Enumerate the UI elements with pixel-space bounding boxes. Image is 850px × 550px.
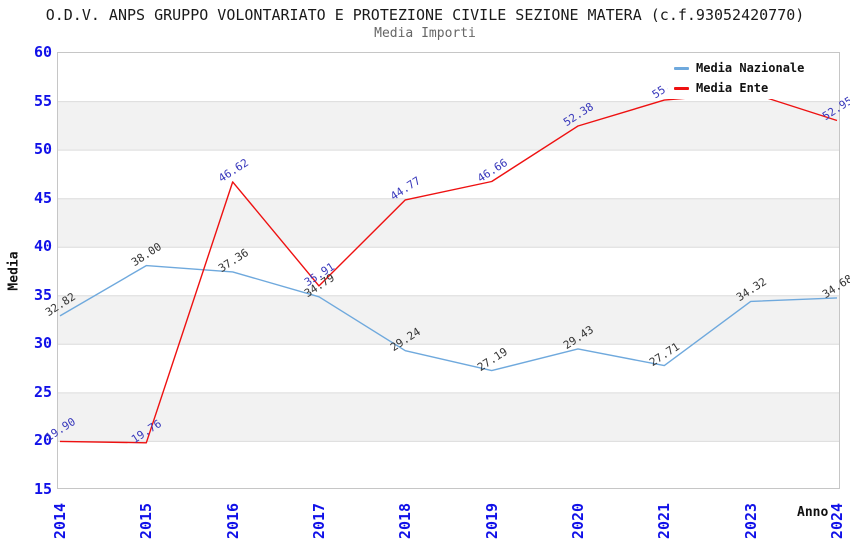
y-tick-label: 20: [33, 431, 52, 449]
y-tick-label: 50: [33, 140, 52, 158]
x-tick-label: 2020: [569, 502, 587, 540]
x-tick-label: 2023: [742, 502, 760, 540]
y-tick-label: 25: [33, 383, 52, 401]
y-tick-label: 45: [33, 189, 52, 207]
x-tick-label: 2014: [51, 502, 69, 540]
y-tick-label: 30: [33, 334, 52, 352]
band: [58, 101, 839, 151]
ente-line-swatch-icon: [674, 86, 689, 90]
x-tick-label: 2017: [310, 502, 328, 540]
legend: Media Nazionale Media Ente: [668, 57, 810, 99]
legend-label-ente: Media Ente: [696, 80, 769, 95]
media-nazionale-line: [59, 264, 838, 372]
y-tick-label: 60: [33, 43, 52, 61]
y-tick-label: 35: [33, 286, 52, 304]
y-tick-label: 40: [33, 237, 52, 255]
chart-title: O.D.V. ANPS GRUPPO VOLONTARIATO E PROTEZ…: [45, 6, 805, 24]
y-tick-label: 15: [33, 480, 52, 498]
plot-canvas: [58, 92, 839, 444]
x-tick-label: 2024: [828, 502, 846, 540]
y-axis-label: Media: [6, 251, 22, 291]
x-tick-label: 2021: [655, 502, 673, 540]
x-axis-label: Anno: [797, 505, 829, 520]
nazionale-line-swatch-icon: [674, 66, 689, 70]
chart-subtitle: Media Importi: [374, 26, 476, 41]
legend-item-nazionale: Media Nazionale: [674, 60, 810, 75]
y-tick-label: 55: [33, 92, 52, 110]
x-tick-label: 2015: [137, 502, 155, 540]
legend-label-nazionale: Media Nazionale: [696, 60, 805, 75]
band: [58, 392, 839, 442]
x-tick-label: 2018: [396, 502, 414, 540]
plot-area: [57, 52, 840, 489]
x-tick-label: 2016: [224, 502, 242, 540]
band: [58, 295, 839, 345]
x-tick-label: 2019: [483, 502, 501, 540]
legend-item-ente: Media Ente: [674, 80, 810, 95]
band: [58, 198, 839, 248]
